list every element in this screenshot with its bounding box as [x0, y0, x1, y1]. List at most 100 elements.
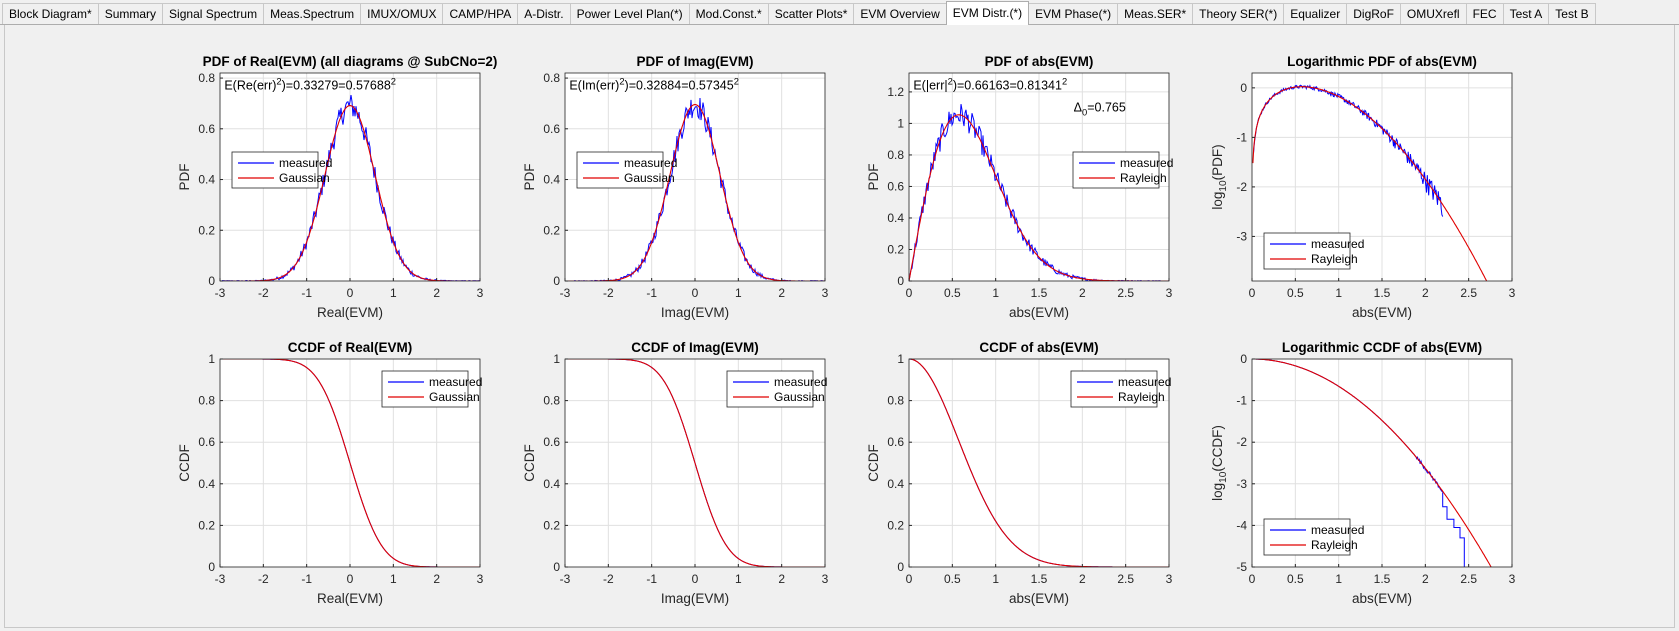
x-tick-label: 1	[1335, 572, 1342, 586]
y-tick-label: 0.8	[198, 394, 215, 408]
y-tick-label: 0.6	[198, 435, 215, 449]
y-tick-label: 0.2	[198, 223, 215, 237]
tab-meas-ser[interactable]: Meas.SER*	[1117, 3, 1194, 24]
tab-equalizer[interactable]: Equalizer	[1283, 3, 1348, 24]
chart-title: PDF of abs(EVM)	[985, 54, 1094, 69]
legend-box	[1263, 232, 1351, 270]
x-tick-label: 2	[1422, 286, 1429, 300]
x-tick-label: 0	[1249, 572, 1256, 586]
tab-camp-hpa[interactable]: CAMP/HPA	[442, 3, 519, 24]
annotation: Δ0​=0.765	[1074, 101, 1126, 118]
chart-8: 0 0.5 1 1.5 2 2.5 3 -5 -4 -3 -2 -1 0 Logarithmic CCDF…	[1210, 340, 1516, 606]
chart-title: CCDF of Imag(EVM)	[631, 340, 759, 355]
y-axis-label: log1​0​(CCDF)	[1210, 425, 1229, 501]
x-tick-label: -1	[301, 286, 312, 300]
legend-entry: measured	[1311, 237, 1364, 251]
y-tick-label: 0.4	[543, 477, 560, 491]
x-tick-label: 0	[692, 286, 699, 300]
y-axis-label: PDF	[522, 164, 537, 191]
tab-test-b[interactable]: Test B	[1548, 3, 1596, 24]
y-tick-label: 0	[553, 560, 560, 574]
tab-summary[interactable]: Summary	[97, 3, 164, 24]
tab-evm-distr[interactable]: EVM Distr.(*)	[945, 1, 1030, 25]
legend-box	[726, 370, 814, 408]
y-tick-label: 0.8	[543, 394, 560, 408]
x-tick-label: 2	[1079, 572, 1086, 586]
legend-box	[1070, 370, 1158, 408]
tab-evm-phase[interactable]: EVM Phase(*)	[1028, 3, 1119, 24]
model-line	[909, 359, 1169, 567]
legend-box	[381, 370, 469, 408]
chart-title: PDF of Imag(EVM)	[637, 54, 754, 69]
y-tick-label: 1	[553, 352, 560, 366]
legend-entry: measured	[1311, 523, 1364, 537]
x-tick-label: 3	[822, 286, 829, 300]
tab-mod-const[interactable]: Mod.Const.*	[688, 3, 769, 24]
tab-theory-ser[interactable]: Theory SER(*)	[1192, 3, 1285, 24]
y-tick-label: 1	[897, 352, 904, 366]
x-tick-label: 1	[992, 572, 999, 586]
x-tick-label: 1	[390, 286, 397, 300]
y-tick-label: 1	[208, 352, 215, 366]
tab-a-distr[interactable]: A-Distr.	[517, 3, 571, 24]
chart-2: -3 -2 -1 0 1 2 3 0 0.2 0.4 0.6 0.8 PDF of Imag(EVM) I…	[522, 54, 829, 320]
tab-evm-overview[interactable]: EVM Overview	[853, 3, 947, 24]
y-tick-label: 0	[208, 560, 215, 574]
legend-entry: Gaussian	[429, 390, 480, 404]
legend-box	[576, 151, 664, 189]
tab-meas-spectrum[interactable]: Meas.Spectrum	[263, 3, 362, 24]
tab-bar: Block Diagram* Summary Signal Spectrum Meas…	[0, 0, 1679, 25]
y-tick-label: 0.8	[543, 71, 560, 85]
tab-test-a[interactable]: Test A	[1502, 3, 1550, 24]
y-tick-label: -2	[1236, 435, 1247, 449]
chart-title: Logarithmic CCDF of abs(EVM)	[1282, 340, 1482, 355]
x-tick-label: 3	[477, 572, 484, 586]
legend-entry: Rayleigh	[1311, 252, 1358, 266]
y-tick-label: 0.4	[543, 173, 560, 187]
legend-box	[231, 151, 319, 189]
x-tick-label: 2	[1422, 572, 1429, 586]
legend-entry: measured	[1120, 156, 1173, 170]
y-axis-label: log1​0​(PDF)	[1210, 144, 1229, 209]
x-tick-label: -2	[258, 572, 269, 586]
model-line	[1252, 86, 1488, 281]
y-tick-label: 0.2	[198, 518, 215, 532]
legend-entry: Gaussian	[624, 171, 675, 185]
legend-box	[1072, 151, 1160, 189]
y-tick-label: 0.4	[198, 173, 215, 187]
y-tick-label: 0.6	[543, 435, 560, 449]
legend-entry: Gaussian	[279, 171, 330, 185]
x-tick-label: -3	[215, 286, 226, 300]
y-tick-label: 0.4	[887, 477, 904, 491]
tab-omuxrefl[interactable]: OMUXrefl	[1399, 3, 1467, 24]
x-tick-label: 3	[822, 572, 829, 586]
model-line	[1252, 359, 1492, 567]
x-tick-label: 2.5	[1460, 572, 1477, 586]
y-tick-label: 0.2	[543, 223, 560, 237]
tab-signal-spectrum[interactable]: Signal Spectrum	[162, 3, 265, 24]
y-tick-label: 0.8	[887, 394, 904, 408]
x-axis-label: abs(EVM)	[1352, 591, 1412, 606]
chart-3: 0 0.5 1 1.5 2 2.5 3 0 0.2 0.4 0.6 0.8 1 1.2 PDF of abs…	[866, 54, 1173, 320]
tab-scatter-plots[interactable]: Scatter Plots*	[767, 3, 855, 24]
y-tick-label: 0	[897, 560, 904, 574]
y-tick-label: 0.2	[543, 518, 560, 532]
tab-block-diagram[interactable]: Block Diagram*	[2, 3, 99, 24]
tab-digrof[interactable]: DigRoF	[1346, 3, 1401, 24]
y-tick-label: -3	[1236, 229, 1247, 243]
tab-power-level-plan[interactable]: Power Level Plan(*)	[569, 3, 690, 24]
x-tick-label: 2	[433, 572, 440, 586]
x-tick-label: -1	[646, 286, 657, 300]
x-tick-label: -3	[215, 572, 226, 586]
x-tick-label: 1.5	[1031, 572, 1048, 586]
x-tick-label: 2	[1079, 286, 1086, 300]
legend-entry: measured	[774, 375, 827, 389]
x-axis-label: Real(EVM)	[317, 305, 383, 320]
x-tick-label: 0.5	[944, 286, 961, 300]
tab-fec[interactable]: FEC	[1465, 3, 1504, 24]
plot-lines	[909, 359, 1169, 567]
